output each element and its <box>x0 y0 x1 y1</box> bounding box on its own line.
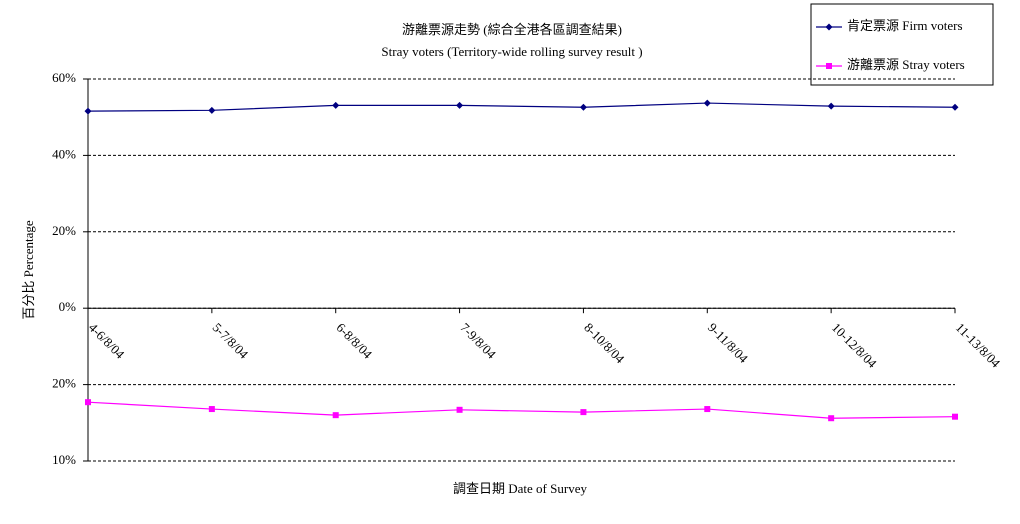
legend-box <box>810 3 994 86</box>
point <box>703 99 711 107</box>
x-tick-label: 11-13/8/04 <box>953 320 1004 371</box>
x-tick-label: 6-8/8/04 <box>333 320 375 362</box>
chart-subtitle: Stray voters (Territory-wide rolling sur… <box>381 44 642 59</box>
legend-label: 游離票源 Stray voters <box>847 57 965 72</box>
y-tick-label: 60% <box>52 70 76 85</box>
x-tick-label: 7-9/8/04 <box>457 320 499 362</box>
point <box>456 406 463 413</box>
y-tick-label: 40% <box>52 146 76 161</box>
x-axis-title: 調查日期 Date of Survey <box>453 481 587 496</box>
point <box>952 413 958 420</box>
point <box>826 63 832 69</box>
x-tick-label: 8-10/8/04 <box>581 320 628 367</box>
legend-label: 肯定票源 Firm voters <box>847 18 963 33</box>
point <box>85 399 91 406</box>
point <box>579 103 587 111</box>
chart-title: 游離票源走勢 (綜合全港各區調查結果) <box>402 22 622 37</box>
y-tick-label: 10% <box>52 452 76 467</box>
point <box>208 406 215 413</box>
point <box>332 101 340 109</box>
point <box>332 412 339 419</box>
y-tick-label: 20% <box>52 223 76 238</box>
y-tick-label: 20% <box>52 376 76 391</box>
x-tick-label: 4-6/8/04 <box>86 320 128 362</box>
point <box>84 107 92 115</box>
point <box>208 106 216 114</box>
point <box>704 406 711 413</box>
x-tick-label: 9-11/8/04 <box>705 320 751 366</box>
series-line <box>87 102 956 112</box>
point <box>825 23 833 31</box>
point <box>456 101 464 109</box>
y-axis-title: 百分比 Percentage <box>21 220 36 320</box>
series-line <box>87 401 956 419</box>
point <box>580 409 587 416</box>
point <box>951 103 959 111</box>
x-tick-label: 10-12/8/04 <box>829 320 880 371</box>
y-tick-label: 0% <box>59 299 77 314</box>
point <box>828 415 835 422</box>
x-tick-label: 5-7/8/04 <box>210 320 252 362</box>
point <box>827 102 835 110</box>
